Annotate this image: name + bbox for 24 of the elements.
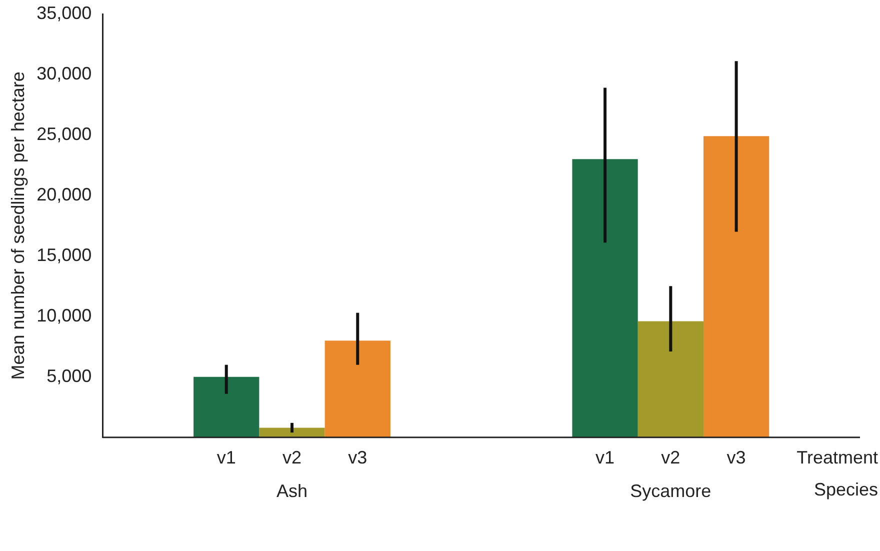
bar: [194, 376, 260, 438]
text: v1: [596, 447, 615, 468]
y-tick-label: 15,000: [36, 244, 92, 265]
bar: [324, 340, 390, 438]
x-tick-label: Sycamore: [630, 481, 712, 502]
y-tick-label: 25,000: [36, 124, 92, 144]
text: Species: [814, 479, 878, 500]
y-tick-label: 5,000: [46, 366, 92, 386]
series-label: v1: [216, 447, 236, 468]
text: Treatment: [796, 447, 878, 468]
y-tick-label: 10,000: [36, 305, 92, 326]
y-axis-title: Mean number of seedlings per hectare: [8, 72, 28, 380]
bar: [572, 159, 638, 438]
series-label: v3: [348, 447, 368, 468]
bar: [703, 136, 770, 438]
bar: [259, 428, 325, 438]
text: v2: [661, 447, 680, 468]
x-tick-label: Ash: [276, 481, 308, 502]
y-tick-label: 35,000: [36, 2, 92, 23]
text: v3: [726, 447, 746, 468]
y-tick-label: 20,000: [36, 184, 92, 204]
series-label: v2: [282, 447, 302, 468]
bar: [638, 321, 704, 438]
y-tick-label: 30,000: [36, 63, 92, 84]
